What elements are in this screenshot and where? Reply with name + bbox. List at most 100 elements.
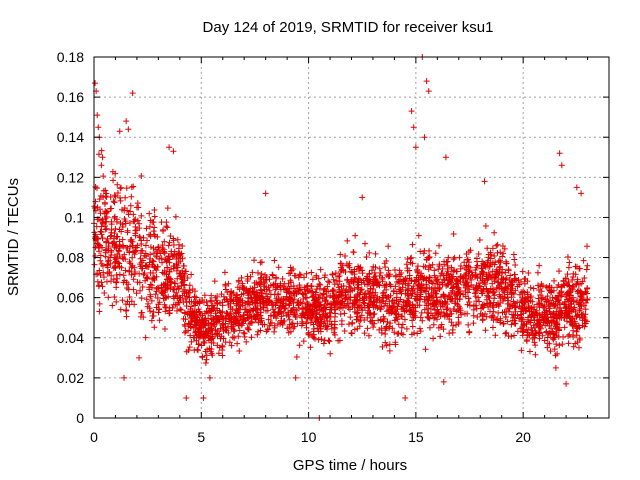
- data-point: [316, 285, 323, 292]
- data-point: [362, 240, 369, 247]
- data-point: [443, 306, 450, 313]
- data-point: [288, 279, 295, 286]
- data-point: [129, 90, 136, 97]
- data-point: [401, 308, 408, 315]
- data-point: [123, 118, 130, 125]
- x-tick-label: 10: [301, 429, 317, 445]
- data-point: [139, 283, 146, 290]
- data-point: [96, 282, 103, 289]
- data-point: [322, 298, 329, 305]
- data-point: [482, 223, 489, 230]
- data-point: [244, 277, 251, 284]
- data-point: [129, 254, 136, 261]
- data-point: [476, 298, 483, 305]
- data-point: [372, 289, 379, 296]
- data-point: [555, 333, 562, 340]
- data-point: [128, 193, 135, 200]
- data-point: [417, 248, 424, 255]
- data-point: [103, 278, 110, 285]
- data-point: [286, 324, 293, 331]
- y-tick-label: 0.16: [57, 89, 84, 105]
- data-point: [236, 348, 243, 355]
- data-point: [222, 281, 229, 288]
- data-point: [110, 177, 117, 184]
- data-point: [523, 320, 530, 327]
- data-point: [95, 151, 102, 158]
- data-point: [575, 322, 582, 329]
- data-point: [117, 194, 124, 201]
- data-point: [512, 320, 519, 327]
- data-point: [494, 249, 501, 256]
- data-point: [398, 324, 405, 331]
- data-point: [514, 283, 521, 290]
- data-point: [465, 248, 472, 255]
- data-point: [505, 266, 512, 273]
- data-point: [347, 314, 354, 321]
- data-point: [573, 328, 580, 335]
- data-point: [364, 325, 371, 332]
- data-point: [382, 339, 389, 346]
- data-point: [470, 312, 477, 319]
- data-point: [138, 295, 145, 302]
- data-point: [173, 307, 180, 314]
- data-point: [224, 323, 231, 330]
- data-point: [353, 310, 360, 317]
- y-tick-label: 0.1: [65, 209, 85, 225]
- data-point: [496, 257, 503, 264]
- data-point: [421, 306, 428, 313]
- data-point: [525, 303, 532, 310]
- data-point: [417, 314, 424, 321]
- data-point: [206, 345, 213, 352]
- data-point: [301, 274, 308, 281]
- data-point: [435, 266, 442, 273]
- data-point: [501, 289, 508, 296]
- data-point: [442, 154, 449, 161]
- data-point: [257, 327, 264, 334]
- data-point: [148, 261, 155, 268]
- data-point: [365, 332, 372, 339]
- data-point: [173, 267, 180, 274]
- data-point: [491, 253, 498, 260]
- data-point: [354, 282, 361, 289]
- data-point: [325, 278, 332, 285]
- data-point: [109, 302, 116, 309]
- data-point: [238, 316, 245, 323]
- data-point: [584, 243, 591, 250]
- data-point: [487, 260, 494, 267]
- data-point: [476, 237, 483, 244]
- data-point: [327, 350, 334, 357]
- data-point: [414, 330, 421, 337]
- data-point: [267, 312, 274, 319]
- data-point: [485, 254, 492, 261]
- x-tick-label: 5: [197, 429, 205, 445]
- data-point: [262, 190, 269, 197]
- data-point: [418, 309, 425, 316]
- data-point: [164, 224, 171, 231]
- data-point: [391, 266, 398, 273]
- data-point: [186, 344, 193, 351]
- data-point: [117, 185, 124, 192]
- chart-title: Day 124 of 2019, SRMTID for receiver ksu…: [203, 19, 494, 36]
- data-point: [511, 332, 518, 339]
- data-point: [98, 147, 105, 154]
- data-point: [518, 316, 525, 323]
- data-point: [114, 275, 121, 282]
- data-point: [178, 273, 185, 280]
- data-point: [466, 328, 473, 335]
- data-point: [327, 292, 334, 299]
- data-point: [184, 293, 191, 300]
- data-point: [133, 244, 140, 251]
- data-point: [206, 374, 213, 381]
- data-point: [412, 144, 419, 151]
- data-point: [114, 233, 121, 240]
- data-point: [105, 294, 112, 301]
- data-point: [559, 341, 566, 348]
- data-point: [91, 261, 98, 268]
- data-point: [96, 248, 103, 255]
- data-point: [359, 194, 366, 201]
- data-point: [372, 250, 379, 257]
- data-point: [159, 259, 166, 266]
- data-point: [565, 278, 572, 285]
- data-point: [399, 284, 406, 291]
- data-point: [583, 296, 590, 303]
